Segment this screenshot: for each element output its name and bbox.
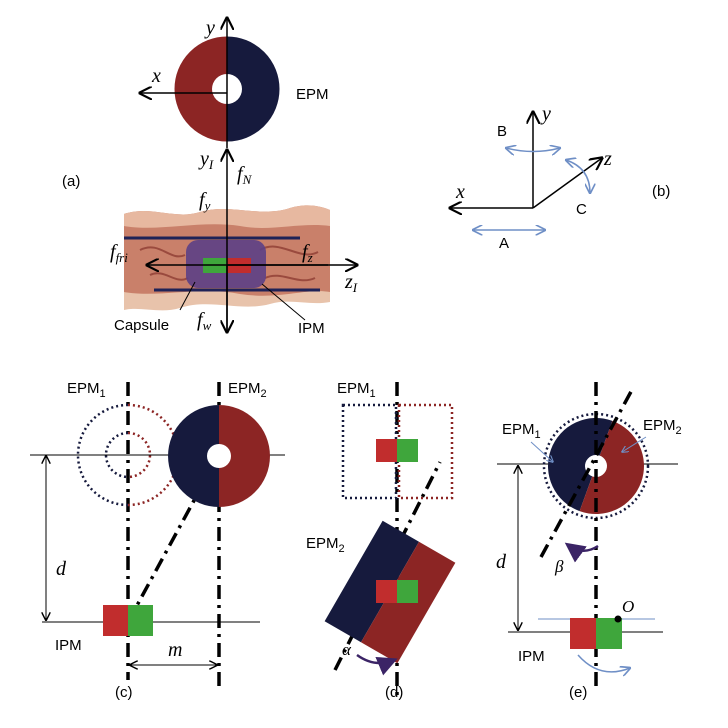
epm2-ring-c bbox=[168, 405, 270, 507]
panel-b: y x z A B C (b) bbox=[450, 103, 670, 252]
label-rot-c: C bbox=[576, 201, 587, 218]
label-ipm-a: IPM bbox=[298, 320, 325, 337]
label-beta: β bbox=[554, 557, 564, 576]
ipm-red-e bbox=[570, 618, 596, 649]
panel-a: y x EPM yI fN fy ffri fz zI fw bbox=[62, 17, 358, 337]
label-fy: fy bbox=[199, 189, 211, 213]
label-d-c: d bbox=[56, 558, 67, 580]
label-epm2-e: EPM2 bbox=[643, 417, 682, 437]
beta-arc bbox=[564, 542, 599, 563]
label-y-b: y bbox=[540, 103, 551, 125]
label-fz: fz bbox=[302, 241, 313, 265]
label-o: O bbox=[622, 597, 634, 616]
label-epm1-d: EPM1 bbox=[337, 380, 376, 400]
ipm-green-e bbox=[596, 618, 622, 649]
label-d-e: d bbox=[496, 551, 507, 573]
ipm-red-d2 bbox=[376, 580, 397, 603]
rotation-c-arrow bbox=[566, 160, 590, 193]
origin-point bbox=[614, 615, 622, 623]
label-capsule: Capsule bbox=[114, 317, 169, 334]
label-x-a: x bbox=[151, 65, 161, 87]
panel-d: α EPM1 EPM2 (d) bbox=[306, 380, 456, 701]
label-panel-b: (b) bbox=[652, 183, 670, 200]
rotation-b-arrow bbox=[506, 148, 560, 152]
panel-e: β d O IPM EPM1 EPM2 (e) bbox=[496, 382, 682, 701]
label-rot-a: A bbox=[499, 235, 509, 252]
label-zI: zI bbox=[344, 271, 358, 295]
rotation-arrow-e bbox=[577, 654, 630, 672]
ipm-green-d2 bbox=[397, 580, 418, 603]
panel-c: d IPM m EPM1 EPM2 (c) bbox=[30, 380, 285, 701]
ipm-green-d1 bbox=[397, 439, 418, 462]
label-rot-b: B bbox=[497, 123, 507, 140]
ipm-green-c bbox=[128, 605, 153, 636]
label-x-b: x bbox=[455, 181, 465, 203]
label-m-c: m bbox=[168, 639, 182, 661]
label-panel-a: (a) bbox=[62, 173, 80, 190]
epm1-ghost-d bbox=[341, 403, 398, 500]
label-fN: fN bbox=[237, 163, 253, 187]
label-epm1-e: EPM1 bbox=[502, 421, 541, 441]
label-ipm-c: IPM bbox=[55, 637, 82, 654]
label-epm2-d: EPM2 bbox=[306, 535, 345, 555]
label-y-a: y bbox=[204, 17, 215, 39]
label-alpha: α bbox=[342, 640, 352, 659]
label-ffri: ffri bbox=[110, 241, 128, 265]
ipm-red-c bbox=[103, 605, 128, 636]
label-yI: yI bbox=[198, 148, 214, 172]
label-epm2-c: EPM2 bbox=[228, 380, 267, 400]
label-fw: fw bbox=[197, 309, 212, 333]
label-panel-c: (c) bbox=[115, 684, 133, 701]
label-ipm-e: IPM bbox=[518, 648, 545, 665]
alpha-arc bbox=[356, 653, 398, 676]
label-panel-e: (e) bbox=[569, 684, 587, 701]
label-epm1-c: EPM1 bbox=[67, 380, 106, 400]
label-z-b: z bbox=[603, 148, 612, 170]
label-epm-a: EPM bbox=[296, 86, 329, 103]
label-panel-d: (d) bbox=[385, 684, 403, 701]
ipm-red-d1 bbox=[376, 439, 397, 462]
